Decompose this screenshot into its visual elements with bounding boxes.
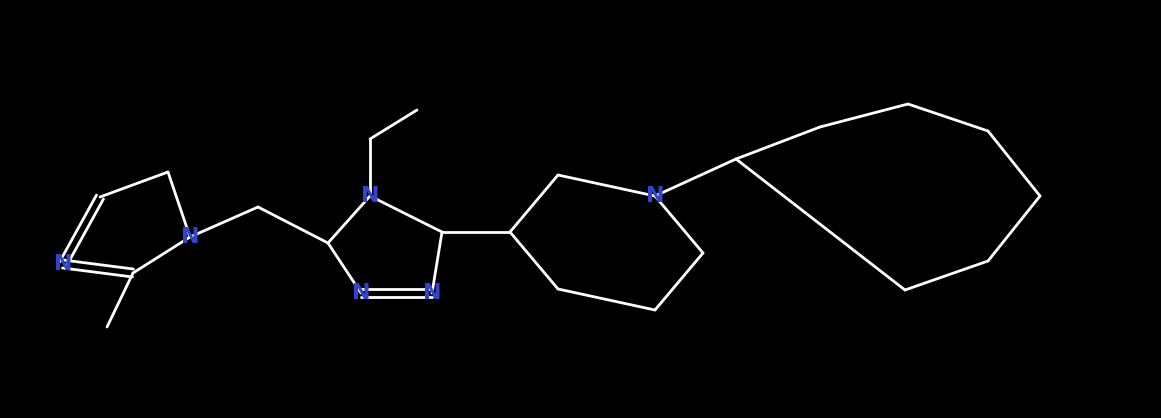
Text: N: N [352,283,370,303]
Text: N: N [423,283,441,303]
Text: N: N [181,227,200,247]
Text: N: N [646,186,664,206]
Text: N: N [361,186,380,206]
Text: N: N [53,254,72,274]
